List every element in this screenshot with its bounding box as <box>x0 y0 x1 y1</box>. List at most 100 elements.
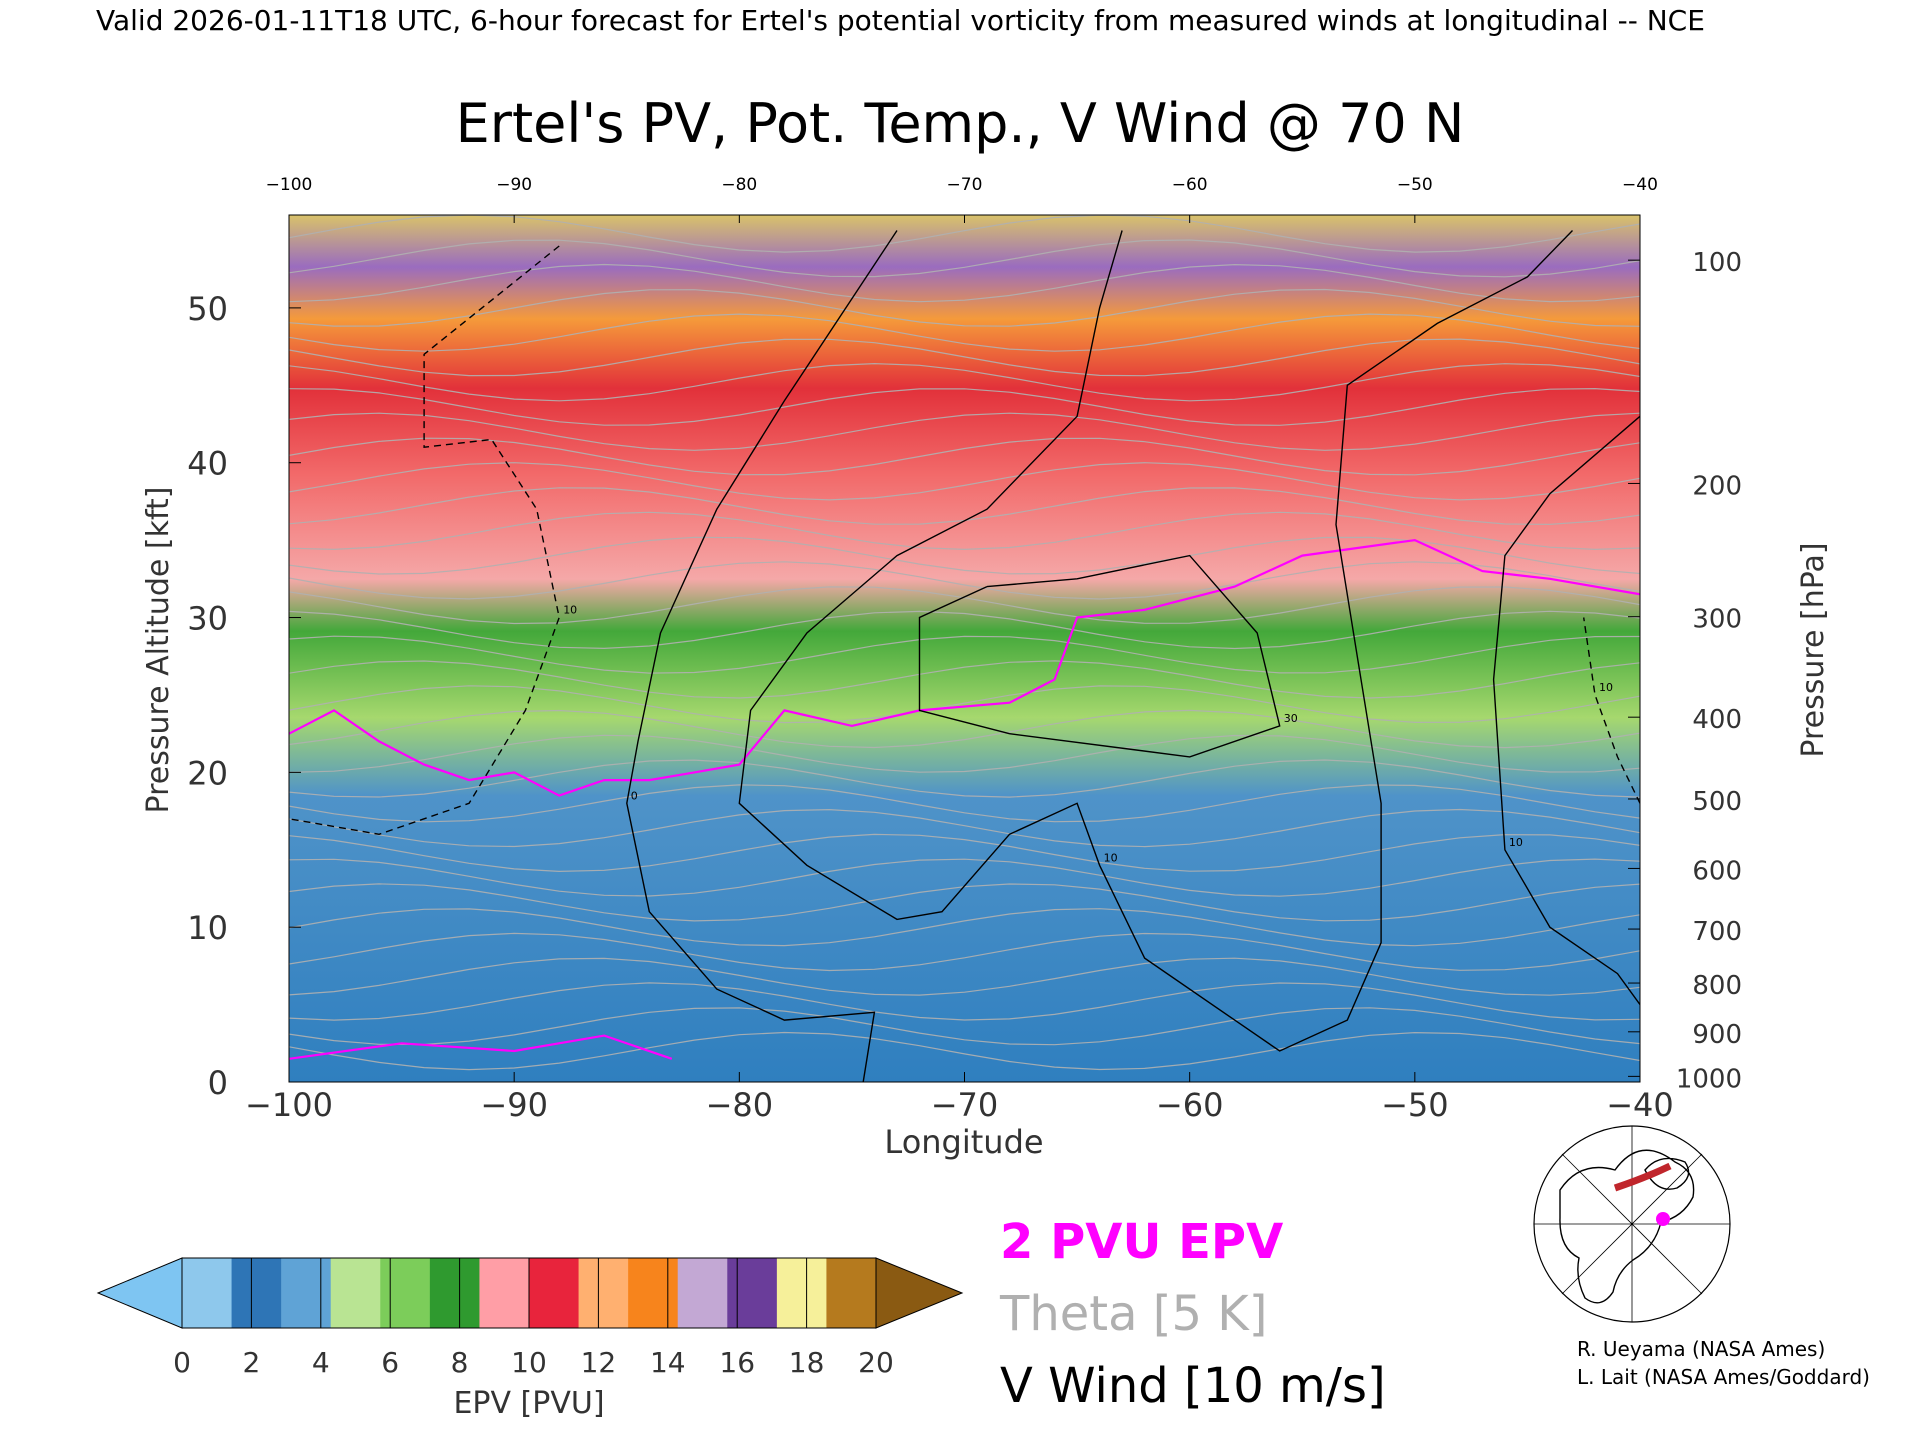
theta-line <box>289 387 1640 426</box>
y-axis-kft: 0 10 20 30 40 50 <box>187 290 301 1102</box>
y-axis-pressure: 1000 900 800 700 600 500 400 300 200 100 <box>1628 248 1742 1094</box>
colorbar-segment <box>628 1258 679 1328</box>
theta-line <box>289 660 1640 699</box>
inset-map-track <box>1613 1162 1672 1192</box>
y-tick-label: 30 <box>187 600 228 638</box>
pressure-tick-label: 400 <box>1692 705 1742 735</box>
x-axis-label: Longitude <box>884 1123 1043 1161</box>
colorbar-segment <box>182 1258 233 1328</box>
x-tick-label: −90 <box>480 1086 548 1124</box>
top-x-tick-label: −70 <box>947 175 983 195</box>
y-axis-label-left: Pressure Altitude [kft] <box>141 487 176 814</box>
colorbar: 0 2 4 6 8 10 12 14 16 18 20 EPV [PVU] <box>96 1257 964 1421</box>
plot-area: 0 10 30 10 10 10 <box>288 214 1641 1083</box>
legend: 2 PVU EPV Theta [5 K] V Wind [10 m/s] <box>999 1214 1386 1414</box>
pressure-tick-label: 500 <box>1692 787 1742 817</box>
x-tick-label: −40 <box>1606 1086 1674 1124</box>
x-tick-label: −100 <box>245 1086 333 1124</box>
y-tick-label: 10 <box>187 909 228 947</box>
theta-line <box>289 932 1640 972</box>
pressure-tick-label: 600 <box>1692 856 1742 886</box>
pressure-tick-label: 300 <box>1692 605 1742 635</box>
colorbar-tick-label: 6 <box>381 1346 399 1379</box>
v-wind-contour-label: 0 <box>631 789 638 802</box>
v-wind-contour <box>1583 617 1640 804</box>
top-x-tick-label: −90 <box>496 175 532 195</box>
theta-line <box>289 239 1640 278</box>
theta-line <box>289 759 1640 798</box>
theta-line <box>289 313 1640 352</box>
legend-wind-label: V Wind [10 m/s] <box>1000 1358 1386 1414</box>
pressure-tick-label: 900 <box>1692 1020 1742 1050</box>
theta-line <box>289 957 1640 996</box>
colorbar-segment <box>776 1258 827 1328</box>
chart-title: Ertel's PV, Pot. Temp., V Wind @ 70 N <box>456 92 1465 155</box>
colorbar-segment <box>727 1258 778 1328</box>
theta-line <box>289 362 1640 402</box>
top-x-tick-label: −60 <box>1172 175 1208 195</box>
x-tick-label: −50 <box>1381 1086 1449 1124</box>
colorbar-segment <box>281 1258 332 1328</box>
theta-line <box>289 437 1640 476</box>
colorbar-segment <box>479 1258 530 1328</box>
inset-map-coastline <box>1559 1149 1695 1304</box>
top-axis: −100 −90 −80 −70 −60 −50 −40 <box>266 175 1658 223</box>
y-tick-label: 20 <box>187 754 228 792</box>
colorbar-segment <box>380 1258 431 1328</box>
theta-line <box>289 412 1640 451</box>
theta-line <box>289 511 1640 551</box>
x-axis: −100 −90 −80 −70 −60 −50 −40 <box>245 1072 1674 1124</box>
colorbar-segment <box>231 1258 282 1328</box>
pv-2pvu-line <box>289 538 1640 797</box>
colorbar-tick-label: 12 <box>581 1346 617 1379</box>
colorbar-segment <box>429 1258 480 1328</box>
v-wind-contour <box>1492 415 1640 1006</box>
top-x-tick-label: −80 <box>721 175 757 195</box>
inset-map-marker <box>1656 1212 1670 1226</box>
v-wind-contours: 0 10 30 10 10 10 <box>289 230 1640 1082</box>
y-tick-label: 50 <box>187 290 228 328</box>
v-wind-contour-label: 10 <box>1599 681 1613 694</box>
theta-line <box>289 561 1640 600</box>
colorbar-under-arrow <box>96 1257 183 1329</box>
theta-line <box>289 635 1640 674</box>
colorbar-segment <box>330 1258 381 1328</box>
theta-line <box>289 1031 1640 1071</box>
pv-2pvu-contours <box>289 538 1640 1060</box>
top-x-tick-label: −50 <box>1397 175 1433 195</box>
colorbar-tick-label: 14 <box>650 1346 686 1379</box>
colorbar-segment <box>677 1258 728 1328</box>
pressure-tick-label: 800 <box>1692 971 1742 1001</box>
theta-line <box>289 685 1640 724</box>
inset-map <box>1533 1125 1731 1323</box>
theta-line <box>289 462 1640 501</box>
colorbar-segments <box>181 1257 877 1329</box>
legend-pv-label: 2 PVU EPV <box>1000 1214 1283 1270</box>
y-axis-label-right: Pressure [hPa] <box>1796 542 1831 757</box>
pressure-tick-label: 1000 <box>1676 1064 1742 1094</box>
credit-line-1: R. Ueyama (NASA Ames) <box>1577 1337 1825 1361</box>
colorbar-over-arrow <box>875 1257 964 1329</box>
theta-line <box>289 982 1640 1021</box>
credit-line-2: L. Lait (NASA Ames/Goddard) <box>1577 1365 1870 1389</box>
top-x-tick-label: −100 <box>266 175 313 195</box>
y-tick-label: 0 <box>208 1064 228 1102</box>
theta-line <box>289 709 1640 749</box>
v-wind-contour-label: 30 <box>1284 712 1298 725</box>
colorbar-tick-label: 8 <box>451 1346 469 1379</box>
colorbar-tick-label: 18 <box>789 1346 825 1379</box>
pressure-tick-label: 700 <box>1692 917 1742 947</box>
theta-line <box>289 784 1640 823</box>
theta-line <box>289 734 1640 773</box>
v-wind-contour <box>918 554 1281 758</box>
colorbar-segment <box>578 1258 629 1328</box>
colorbar-tick-label: 0 <box>173 1346 191 1379</box>
x-tick-label: −60 <box>1156 1086 1224 1124</box>
inset-map-graticule <box>1534 1126 1730 1322</box>
pressure-tick-label: 200 <box>1692 471 1742 501</box>
v-wind-contour-label: 10 <box>1104 851 1118 864</box>
theta-line <box>289 833 1640 873</box>
colorbar-tick-label: 4 <box>312 1346 330 1379</box>
colorbar-tick-labels: 0 2 4 6 8 10 12 14 16 18 20 <box>173 1346 894 1379</box>
